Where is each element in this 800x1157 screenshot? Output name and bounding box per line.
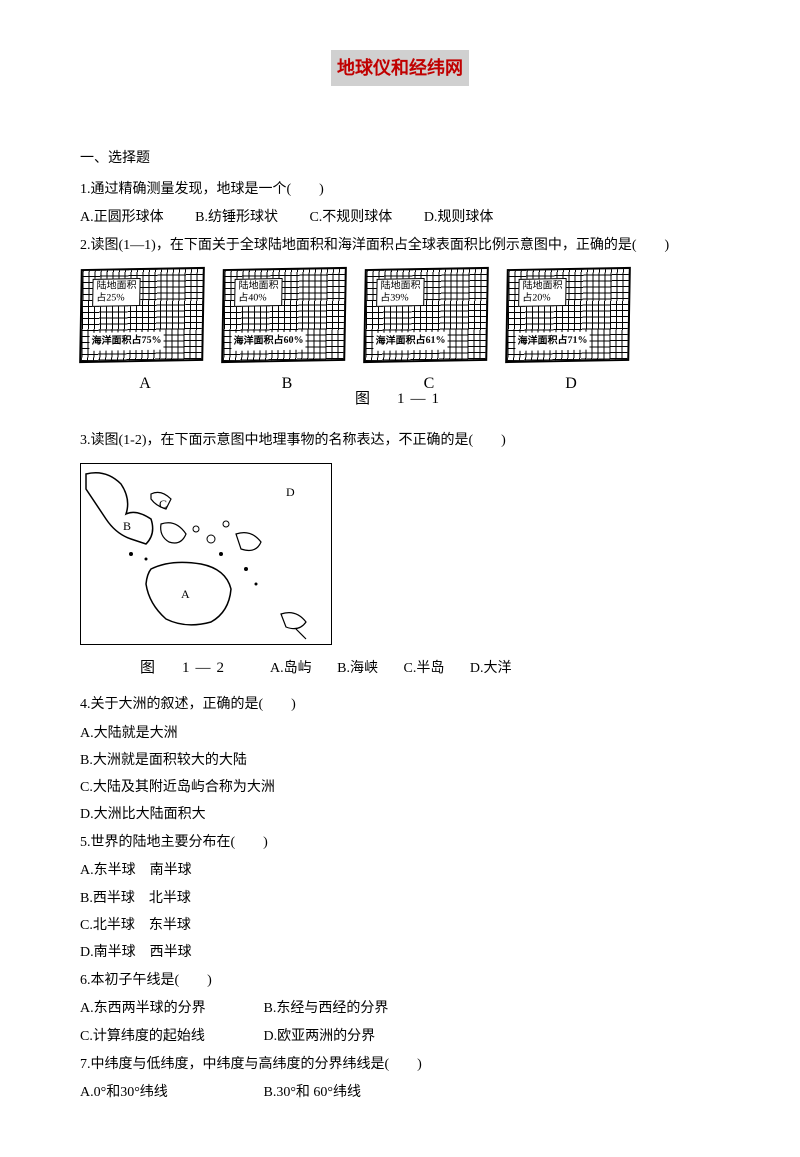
chart-b-land: 陆地面积占40% (234, 278, 283, 307)
q6-opt-b: B.东经与西经的分界 (264, 996, 444, 1021)
chart-b: 陆地面积占40% 海洋面积占60% B (222, 268, 352, 378)
q3-opt-b: B.海峡 (337, 661, 378, 676)
q6-row2: C.计算纬度的起始线 D.欧亚两洲的分界 (80, 1024, 720, 1049)
chart-c-ocean: 海洋面积占61% (373, 332, 447, 351)
section-header: 一、选择题 (80, 146, 720, 171)
q6-opt-a: A.东西两半球的分界 (80, 996, 260, 1021)
q5-opt-c: C.北半球 东半球 (80, 913, 720, 938)
chart-b-letter: B (222, 370, 352, 399)
q3-text: 3.读图(1-2)，在下面示意图中地理事物的名称表达，不正确的是( ) (80, 428, 720, 453)
chart-c: 陆地面积占39% 海洋面积占61% C (364, 268, 494, 378)
chart-a: 陆地面积占25% 海洋面积占75% A (80, 268, 210, 378)
q1-text: 1.通过精确测量发现，地球是一个( ) (80, 177, 720, 202)
chart-d-land: 陆地面积占20% (518, 278, 567, 307)
figure-1-2-caption: 图 1—2 (140, 655, 230, 682)
map-label-b: B (123, 516, 131, 538)
q7-opt-b: B.30°和 60°纬线 (264, 1080, 444, 1105)
q1-options: A.正圆形球体 B.纺锤形球状 C.不规则球体 D.规则球体 (80, 205, 720, 230)
q4-opt-c: C.大陆及其附近岛屿合称为大洲 (80, 775, 720, 800)
chart-a-ocean: 海洋面积占75% (89, 332, 163, 351)
q5-opt-d: D.南半球 西半球 (80, 940, 720, 965)
map-label-a: A (181, 584, 190, 606)
q5-text: 5.世界的陆地主要分布在( ) (80, 830, 720, 855)
chart-b-ocean: 海洋面积占60% (231, 332, 305, 351)
chart-a-letter: A (80, 370, 210, 399)
q6-text: 6.本初子午线是( ) (80, 968, 720, 993)
map-label-d: D (286, 482, 295, 504)
q4-opt-a: A.大陆就是大洲 (80, 721, 720, 746)
q7-opt-a: A.0°和30°纬线 (80, 1080, 260, 1105)
q1-opt-a: A.正圆形球体 (80, 210, 164, 225)
q4-text: 4.关于大洲的叙述，正确的是( ) (80, 692, 720, 717)
chart-c-letter: C (364, 370, 494, 399)
chart-a-land: 陆地面积占25% (92, 278, 141, 307)
chart-d-letter: D (506, 370, 636, 399)
q6-row1: A.东西两半球的分界 B.东经与西经的分界 (80, 996, 720, 1021)
q3-opt-a: A.岛屿 (270, 661, 312, 676)
q3-opt-d: D.大洋 (470, 661, 512, 676)
q5-opt-b: B.西半球 北半球 (80, 886, 720, 911)
q1-opt-c: C.不规则球体 (309, 210, 392, 225)
q1-opt-d: D.规则球体 (424, 210, 494, 225)
chart-d: 陆地面积占20% 海洋面积占71% D (506, 268, 636, 378)
q2-text: 2.读图(1—1)，在下面关于全球陆地面积和海洋面积占全球表面积比例示意图中，正… (80, 233, 720, 258)
page-title: 地球仪和经纬网 (331, 50, 469, 86)
figure-1-1: 陆地面积占25% 海洋面积占75% A 陆地面积占40% 海洋面积占60% B … (80, 268, 720, 378)
q4-opt-d: D.大洲比大陆面积大 (80, 802, 720, 827)
q7-text: 7.中纬度与低纬度，中纬度与高纬度的分界纬线是( ) (80, 1052, 720, 1077)
figure-1-2: A B C D (80, 463, 720, 645)
q6-opt-d: D.欧亚两洲的分界 (264, 1024, 444, 1049)
map-box: A B C D (80, 463, 332, 645)
q3-options: A.岛屿 B.海峡 C.半岛 D.大洋 (270, 656, 533, 681)
chart-d-ocean: 海洋面积占71% (515, 332, 589, 351)
q1-opt-b: B.纺锤形球状 (195, 210, 278, 225)
map-label-c: C (159, 494, 167, 516)
q4-opt-b: B.大洲就是面积较大的大陆 (80, 748, 720, 773)
q7-row1: A.0°和30°纬线 B.30°和 60°纬线 (80, 1080, 720, 1105)
q5-opt-a: A.东半球 南半球 (80, 858, 720, 883)
chart-c-land: 陆地面积占39% (376, 278, 425, 307)
q3-opt-c: C.半岛 (403, 661, 444, 676)
q6-opt-c: C.计算纬度的起始线 (80, 1024, 260, 1049)
